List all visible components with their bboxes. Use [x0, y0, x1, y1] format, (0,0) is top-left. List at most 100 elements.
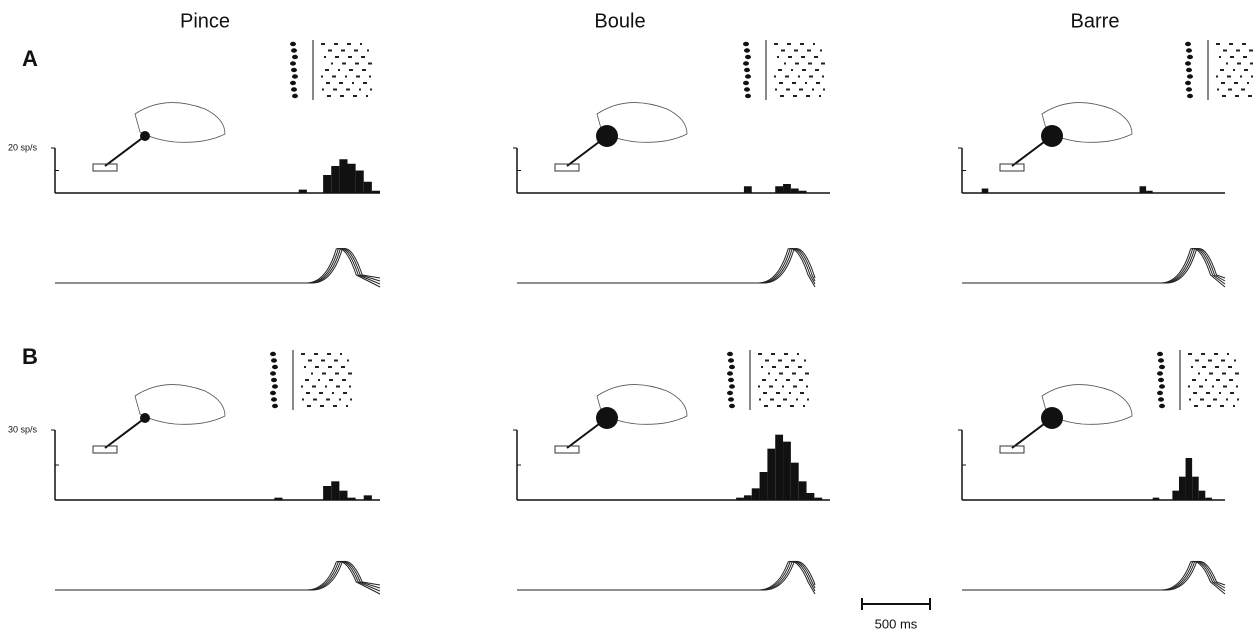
raster-spike: [1229, 43, 1231, 45]
histogram-bar: [1205, 497, 1212, 500]
movement-trace: [517, 248, 816, 288]
movement-trace: [962, 560, 1226, 591]
raster-spike: [341, 366, 343, 368]
raster-spike: [781, 49, 783, 52]
raster-spike: [1197, 359, 1199, 362]
raster-spike: [353, 95, 355, 97]
raster-spike: [780, 95, 782, 97]
raster-spike: [308, 392, 310, 394]
raster-spike: [1210, 359, 1212, 362]
raster-spike: [1212, 385, 1214, 388]
raster-spike: [361, 56, 363, 58]
raster-spike: [327, 69, 329, 71]
raster-spike: [358, 75, 360, 78]
raster-spike: [311, 372, 313, 375]
raster-spike: [1227, 353, 1229, 355]
raster-spike: [814, 56, 816, 58]
raster-spike: [778, 359, 780, 362]
raster-marker: [727, 351, 733, 357]
object-handle: [104, 135, 146, 167]
raster-spike: [764, 379, 766, 381]
raster-marker: [745, 93, 751, 99]
movement-trace: [517, 248, 816, 285]
raster-spike: [780, 359, 782, 362]
histogram-bar: [339, 490, 348, 500]
object-handle: [1011, 135, 1053, 167]
raster-spike: [365, 82, 367, 84]
histogram-bar: [798, 481, 807, 500]
raster-spike: [792, 405, 794, 407]
raster-spike: [305, 379, 307, 381]
histogram-bar: [743, 186, 752, 193]
raster-spike: [363, 56, 365, 58]
raster-spike: [330, 49, 332, 52]
raster-spike: [345, 392, 347, 394]
raster-spike: [808, 62, 810, 65]
raster-spike: [342, 379, 344, 381]
histogram-bar: [355, 170, 364, 193]
raster-spike: [802, 392, 804, 394]
histogram-bar: [331, 481, 340, 500]
raster-spike: [807, 372, 809, 375]
raster-spike: [326, 398, 328, 401]
raster-spike: [1230, 366, 1232, 368]
raster-spike: [1236, 385, 1238, 388]
hand-sketch: [134, 384, 226, 425]
raster-spike: [816, 56, 818, 58]
raster-spike: [1230, 56, 1232, 58]
raster-spike: [762, 379, 764, 381]
raster-spike: [796, 49, 798, 52]
raster-spike: [784, 62, 786, 65]
raster-spike: [1251, 75, 1253, 78]
raster-marker: [272, 384, 278, 389]
hand-sketch: [596, 102, 688, 143]
raster-marker: [292, 93, 298, 99]
time-scale-label: 500 ms: [875, 616, 918, 631]
raster-spike: [788, 56, 790, 58]
raster-spike: [793, 385, 795, 388]
raster-spike: [362, 69, 364, 71]
raster-spike: [758, 353, 760, 355]
histogram-bar: [363, 181, 372, 193]
raster-spike: [1219, 56, 1221, 58]
raster-spike: [778, 69, 780, 71]
raster-spike: [774, 75, 776, 78]
raster-spike: [1215, 398, 1217, 401]
raster-marker: [743, 41, 749, 47]
raster-spike: [312, 385, 314, 388]
column-title: Pince: [180, 10, 230, 32]
raster-spike: [1228, 366, 1230, 368]
raster-spike: [356, 75, 358, 78]
raster-marker: [290, 61, 296, 66]
raster-spike: [323, 359, 325, 362]
raster-spike: [339, 82, 341, 84]
raster-spike: [370, 88, 372, 91]
raster-spike: [775, 379, 777, 381]
raster-spike: [329, 95, 331, 97]
raster-spike: [800, 43, 802, 45]
raster-spike: [797, 353, 799, 355]
histogram-bar: [323, 486, 332, 500]
raster-spike: [801, 379, 803, 381]
movement-trace: [962, 560, 1226, 592]
raster-spike: [1250, 95, 1252, 97]
movement-trace: [962, 560, 1226, 591]
raster-marker: [744, 48, 750, 53]
raster-spike: [789, 392, 791, 394]
raster-spike: [796, 398, 798, 401]
raster-spike: [325, 385, 327, 388]
raster-spike: [354, 49, 356, 52]
histogram-bar: [331, 166, 340, 193]
raster-spike: [1237, 398, 1239, 401]
raster-spike: [335, 88, 337, 91]
raster-spike: [783, 49, 785, 52]
object-handle: [1011, 417, 1053, 449]
raster-spike: [1192, 379, 1194, 381]
raster-spike: [1230, 88, 1232, 91]
histogram-bar: [790, 462, 799, 500]
raster-spike: [765, 392, 767, 394]
raster-spike: [347, 43, 349, 45]
hand-sketch: [1041, 384, 1133, 425]
raster-spike: [1224, 95, 1226, 97]
raster-marker: [1158, 397, 1164, 402]
